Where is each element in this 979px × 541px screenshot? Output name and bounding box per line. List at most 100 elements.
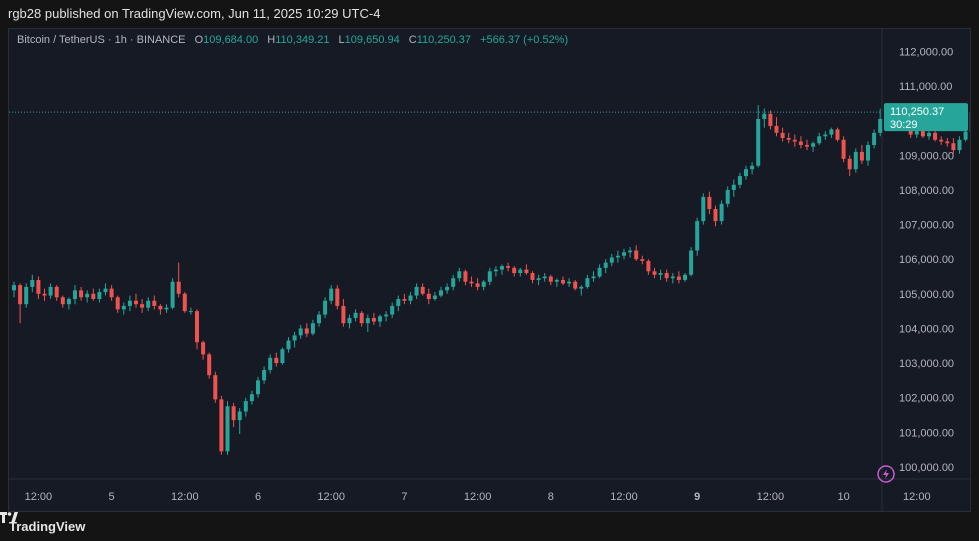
brand-name: TradingView	[9, 519, 86, 534]
candle-body	[463, 271, 468, 282]
candle-body	[774, 125, 779, 133]
candle-body	[341, 305, 346, 324]
candle-body	[493, 269, 498, 272]
y-tick-label: 111,000.00	[899, 81, 952, 93]
candle-body	[371, 318, 376, 322]
x-tick-label: 12:00	[903, 491, 931, 503]
candle-body	[432, 295, 437, 299]
low-value: 109,650.94	[344, 34, 400, 46]
candle-body	[243, 401, 248, 412]
tradingview-logo-icon	[0, 512, 18, 523]
candle-body	[835, 129, 840, 140]
candle-body	[85, 293, 90, 298]
candle-body	[567, 281, 572, 284]
close-label: C	[408, 34, 417, 46]
candle-body	[652, 271, 657, 275]
candle-body	[146, 300, 151, 308]
candle-body	[274, 357, 279, 364]
candle-body	[457, 271, 462, 279]
x-tick-label: 12:00	[464, 491, 492, 503]
candle-body	[66, 299, 71, 305]
candle-body	[12, 285, 16, 291]
candle-body	[524, 269, 529, 274]
candle-body	[786, 138, 791, 140]
x-tick-label: 9	[694, 491, 700, 503]
candle-body	[481, 281, 486, 287]
candle-body	[335, 288, 340, 306]
candle-body	[676, 276, 681, 280]
candle-body	[945, 141, 950, 144]
candle-body	[542, 276, 547, 279]
candle-body	[60, 297, 65, 305]
candle-body	[219, 399, 224, 452]
y-tick-label: 105,000.00	[899, 289, 954, 301]
candle-body	[188, 311, 193, 313]
candle-body	[109, 288, 114, 298]
candle-body	[36, 279, 41, 294]
high-value: 110,349.21	[275, 34, 330, 46]
candle-body	[292, 335, 297, 341]
candle-body	[841, 139, 846, 159]
candle-body	[317, 314, 321, 324]
candle-body	[231, 406, 236, 421]
x-tick-label: 12:00	[610, 491, 638, 503]
candle-body	[933, 132, 938, 140]
y-tick-label: 112,000.00	[899, 47, 953, 59]
candle-body	[744, 169, 748, 177]
candle-body	[207, 354, 212, 376]
candle-body	[262, 369, 267, 381]
candle-body	[182, 293, 187, 312]
candle-body	[390, 305, 395, 315]
candlestick-chart[interactable]: 112,000.00111,000.00110,000.00109,000.00…	[9, 29, 970, 511]
candle-body	[164, 307, 169, 310]
high-label: H	[267, 34, 276, 46]
candle-body	[798, 141, 803, 145]
candle-body	[323, 300, 328, 315]
chart-frame[interactable]: 112,000.00111,000.00110,000.00109,000.00…	[8, 28, 971, 512]
candle-body	[707, 196, 712, 209]
candle-body	[908, 129, 913, 135]
candle-body	[646, 260, 651, 272]
y-tick-label: 106,000.00	[899, 254, 954, 266]
candle-body	[402, 299, 407, 301]
candle-body	[79, 290, 84, 298]
candle-body	[280, 349, 285, 364]
candle-body	[353, 312, 358, 319]
candle-body	[426, 293, 431, 299]
x-tick-label: 6	[255, 491, 261, 503]
candle-body	[152, 300, 157, 306]
candle-body	[115, 297, 120, 310]
candle-body	[201, 342, 206, 355]
candle-body	[603, 262, 608, 268]
price-tag	[884, 103, 968, 132]
candle-body	[866, 144, 870, 161]
candle-body	[54, 286, 59, 298]
candle-body	[927, 132, 931, 137]
x-tick-label: 5	[109, 491, 115, 503]
candle-body	[286, 340, 291, 350]
open-value: 109,684.00	[203, 34, 259, 46]
candle-body	[683, 274, 687, 280]
candle-body	[701, 196, 706, 222]
y-tick-label: 101,000.00	[899, 427, 954, 439]
candle-body	[439, 290, 443, 296]
candle-body	[103, 288, 108, 293]
candle-body	[622, 252, 626, 256]
candle-body	[359, 312, 364, 324]
y-tick-label: 104,000.00	[899, 323, 954, 335]
price-tag-value: 110,250.37	[890, 106, 944, 118]
x-tick-label: 12:00	[317, 491, 345, 503]
candle-body	[18, 285, 23, 305]
candle-body	[24, 286, 29, 305]
candle-body	[304, 328, 309, 334]
candle-body	[378, 316, 382, 322]
candle-body	[365, 318, 370, 324]
published-header: rgb28 published on TradingView.com, Jun …	[0, 0, 979, 28]
candle-body	[469, 281, 474, 284]
candle-body	[42, 293, 47, 296]
candle-body	[597, 267, 602, 277]
x-tick-label: 8	[548, 491, 554, 503]
low-label: L	[338, 34, 345, 46]
candle-body	[811, 143, 816, 147]
candle-body	[914, 131, 919, 135]
